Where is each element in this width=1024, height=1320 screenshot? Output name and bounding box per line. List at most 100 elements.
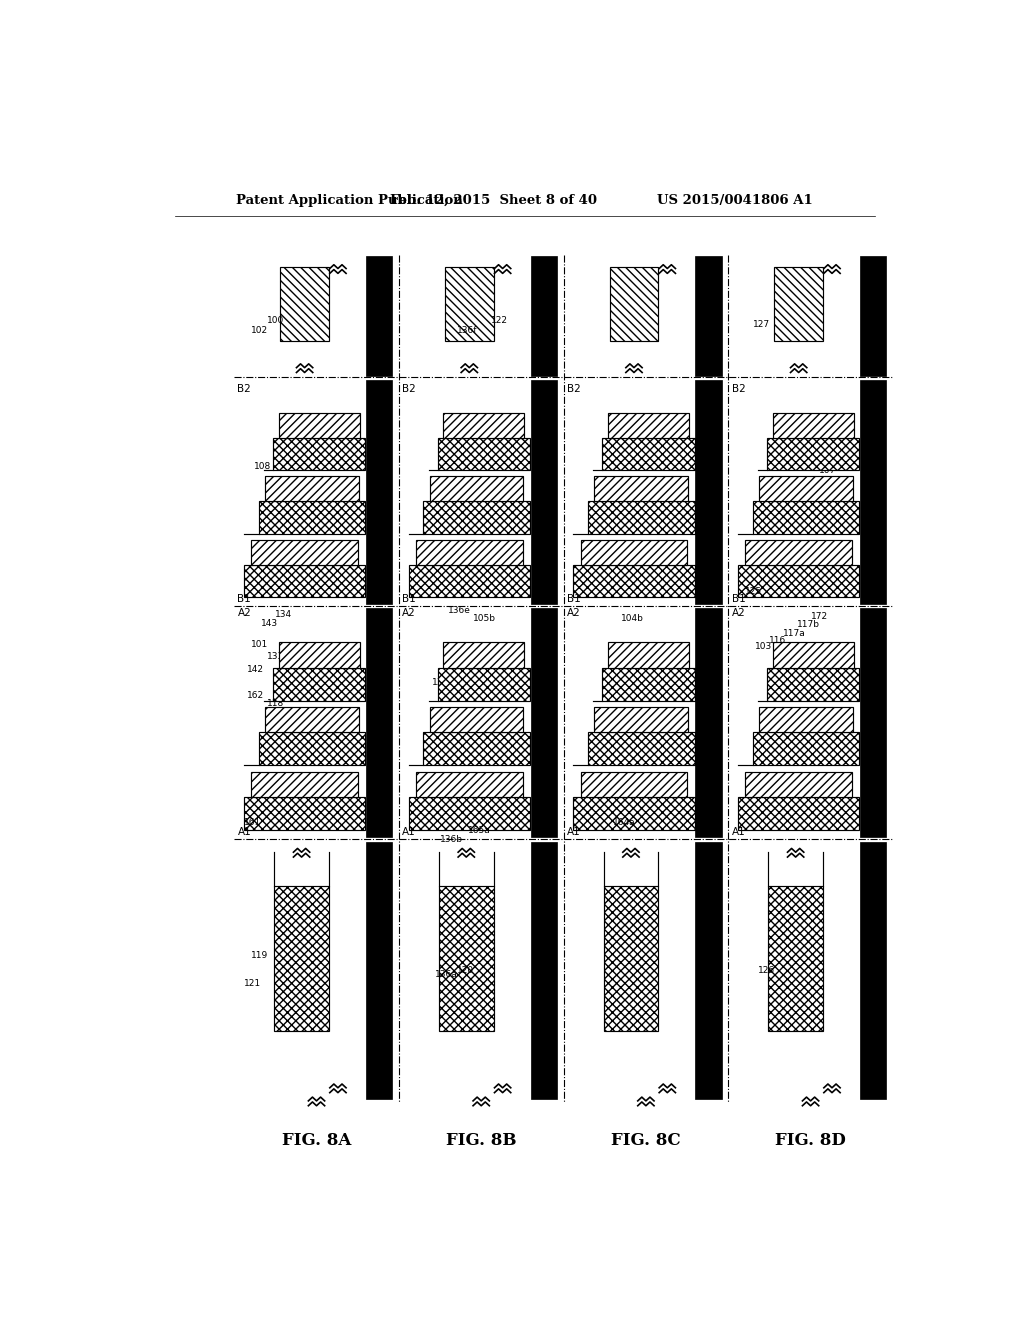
Text: 165a: 165a bbox=[468, 826, 490, 836]
Text: 143: 143 bbox=[260, 619, 278, 627]
Text: Patent Application Publication: Patent Application Publication bbox=[237, 194, 463, 207]
Bar bbox=[588, 733, 694, 766]
Bar bbox=[273, 668, 366, 701]
Bar bbox=[860, 380, 887, 603]
Text: 105a: 105a bbox=[457, 669, 479, 678]
Bar bbox=[265, 477, 358, 502]
Bar bbox=[860, 609, 887, 837]
Text: 165b: 165b bbox=[465, 733, 487, 742]
Bar bbox=[530, 256, 557, 376]
Bar bbox=[259, 733, 366, 766]
Bar bbox=[773, 643, 854, 668]
Bar bbox=[530, 609, 557, 837]
Text: 101: 101 bbox=[251, 640, 268, 648]
Bar bbox=[438, 668, 529, 701]
Bar bbox=[445, 267, 494, 341]
Text: 166: 166 bbox=[773, 746, 790, 755]
Text: 107: 107 bbox=[819, 466, 836, 475]
Bar bbox=[430, 477, 523, 502]
Bar bbox=[530, 842, 557, 1100]
Bar bbox=[251, 771, 357, 797]
Bar bbox=[439, 886, 494, 1031]
Text: 126: 126 bbox=[758, 966, 775, 975]
Text: FIG. 8A: FIG. 8A bbox=[282, 1133, 351, 1150]
Bar bbox=[423, 502, 529, 533]
Bar bbox=[416, 540, 522, 565]
Text: Feb. 12, 2015  Sheet 8 of 40: Feb. 12, 2015 Sheet 8 of 40 bbox=[389, 194, 597, 207]
Bar bbox=[430, 708, 523, 733]
Text: 104a: 104a bbox=[613, 682, 636, 692]
Bar bbox=[573, 797, 694, 830]
Bar bbox=[860, 842, 887, 1100]
Bar bbox=[594, 708, 688, 733]
Text: B1: B1 bbox=[731, 594, 745, 603]
Bar bbox=[745, 771, 852, 797]
Text: 127: 127 bbox=[753, 319, 770, 329]
Bar bbox=[443, 643, 524, 668]
Text: 164a: 164a bbox=[613, 817, 636, 826]
Bar bbox=[274, 886, 329, 1031]
Text: A1: A1 bbox=[238, 826, 251, 837]
Bar bbox=[366, 609, 392, 837]
Bar bbox=[608, 413, 689, 438]
Text: B2: B2 bbox=[402, 384, 416, 395]
Bar bbox=[695, 380, 722, 603]
Text: 136f: 136f bbox=[457, 326, 477, 335]
Bar bbox=[416, 771, 522, 797]
Text: B1: B1 bbox=[402, 594, 416, 603]
Text: US 2015/0041806 A1: US 2015/0041806 A1 bbox=[657, 194, 813, 207]
Bar bbox=[588, 502, 694, 533]
Bar bbox=[759, 708, 853, 733]
Text: 136c: 136c bbox=[440, 725, 462, 734]
Text: 120: 120 bbox=[457, 966, 474, 975]
Bar bbox=[259, 502, 366, 533]
Text: 136e: 136e bbox=[449, 606, 471, 615]
Text: 182: 182 bbox=[785, 711, 803, 721]
Text: 100: 100 bbox=[267, 317, 285, 325]
Text: 122: 122 bbox=[492, 317, 508, 325]
Text: 163: 163 bbox=[757, 755, 773, 764]
Bar bbox=[759, 477, 853, 502]
Bar bbox=[695, 609, 722, 837]
Text: B2: B2 bbox=[238, 384, 251, 395]
Text: 105b: 105b bbox=[473, 614, 496, 623]
Text: FIG. 8C: FIG. 8C bbox=[611, 1133, 681, 1150]
Text: FIG. 8D: FIG. 8D bbox=[775, 1133, 846, 1150]
Text: 119: 119 bbox=[251, 952, 268, 961]
Bar bbox=[251, 540, 357, 565]
Text: 161: 161 bbox=[244, 817, 261, 826]
Text: 134: 134 bbox=[275, 610, 293, 619]
Text: A2: A2 bbox=[731, 609, 745, 619]
Bar bbox=[244, 565, 366, 597]
Text: A1: A1 bbox=[731, 826, 745, 837]
Text: 136b: 136b bbox=[440, 834, 463, 843]
Bar bbox=[438, 438, 529, 470]
Text: 162: 162 bbox=[248, 690, 264, 700]
Bar bbox=[753, 502, 859, 533]
Text: 102: 102 bbox=[251, 326, 267, 335]
Text: B2: B2 bbox=[567, 384, 581, 395]
Text: 103: 103 bbox=[755, 643, 772, 651]
Text: B2: B2 bbox=[731, 384, 745, 395]
Text: 167b: 167b bbox=[807, 730, 830, 739]
Text: 121: 121 bbox=[244, 978, 261, 987]
Text: A2: A2 bbox=[567, 609, 581, 619]
Bar bbox=[860, 256, 887, 376]
Bar bbox=[581, 540, 687, 565]
Bar bbox=[443, 413, 524, 438]
Bar bbox=[244, 797, 366, 830]
Text: 142: 142 bbox=[248, 665, 264, 675]
Bar bbox=[773, 413, 854, 438]
Text: A1: A1 bbox=[402, 826, 416, 837]
Bar bbox=[604, 886, 658, 1031]
Bar bbox=[767, 668, 859, 701]
Bar bbox=[608, 643, 689, 668]
Text: 116: 116 bbox=[769, 635, 786, 644]
Bar bbox=[738, 797, 859, 830]
Bar bbox=[573, 565, 694, 597]
Text: A2: A2 bbox=[238, 609, 251, 619]
Text: 118: 118 bbox=[267, 700, 285, 708]
Text: 108: 108 bbox=[254, 462, 271, 471]
Text: 104b: 104b bbox=[622, 614, 644, 623]
Text: 167a: 167a bbox=[791, 739, 814, 748]
